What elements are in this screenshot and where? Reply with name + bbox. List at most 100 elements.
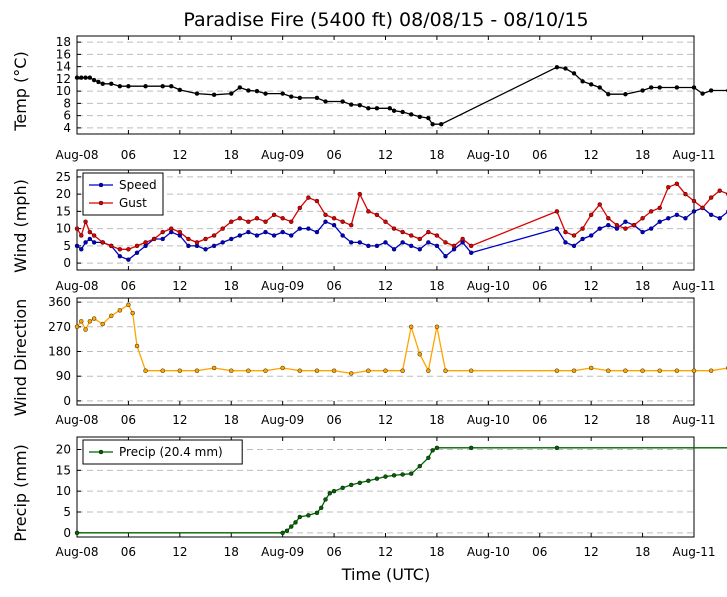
data-point-speed xyxy=(640,229,645,235)
data-point-speed xyxy=(117,254,123,259)
x-tick-label: 12 xyxy=(172,279,187,293)
data-point-precip xyxy=(434,445,440,451)
x-tick-label: 12 xyxy=(378,413,393,427)
data-point-direction xyxy=(674,368,680,373)
data-point-direction xyxy=(443,368,448,373)
x-tick-label: Aug-08 xyxy=(55,279,98,293)
data-point-speed xyxy=(383,240,388,245)
data-point-temp xyxy=(194,91,200,96)
data-point-direction xyxy=(409,324,414,330)
data-point-direction xyxy=(126,302,131,308)
y-tick-label: 90 xyxy=(56,369,71,383)
data-point-direction xyxy=(109,313,114,319)
data-point-temp xyxy=(606,91,611,97)
data-point-precip xyxy=(366,478,371,483)
data-point-gust xyxy=(297,205,303,211)
panel-2: 0 90 180 270 360 Aug-08 06 12 18 Aug-09 06 12 18 Aug-… xyxy=(11,295,727,427)
data-point-speed xyxy=(717,216,722,221)
data-point-precip xyxy=(391,473,397,478)
x-tick-label: 06 xyxy=(532,545,547,559)
x-tick-label: Aug-10 xyxy=(467,413,510,427)
data-point-direction xyxy=(434,324,440,330)
y-tick-label: 10 xyxy=(56,84,71,98)
y-tick-label: 6 xyxy=(63,109,71,123)
data-point-gust xyxy=(588,212,594,218)
data-point-temp xyxy=(160,84,165,89)
data-point-precip xyxy=(331,488,337,494)
data-point-speed xyxy=(434,243,440,249)
data-point-speed xyxy=(211,243,217,249)
data-point-gust xyxy=(280,216,285,221)
data-point-speed xyxy=(254,233,260,238)
data-point-gust xyxy=(349,222,354,228)
x-tick-label: Aug-09 xyxy=(261,279,304,293)
x-tick-label: 06 xyxy=(121,148,136,162)
data-point-speed xyxy=(409,243,414,249)
data-point-gust xyxy=(194,240,200,245)
data-point-temp xyxy=(349,102,354,107)
data-point-precip xyxy=(357,480,362,486)
data-point-gust xyxy=(160,229,165,235)
data-point-temp xyxy=(597,85,602,90)
x-tick-label: Aug-11 xyxy=(672,279,715,293)
data-point-speed xyxy=(400,240,405,245)
data-point-temp xyxy=(554,65,560,70)
x-tick-label: 12 xyxy=(378,148,393,162)
data-point-speed xyxy=(554,226,560,231)
data-point-gust xyxy=(443,240,448,245)
data-point-precip xyxy=(323,497,328,502)
data-point-gust xyxy=(623,226,628,231)
data-point-direction xyxy=(117,308,123,313)
data-point-temp xyxy=(263,91,268,96)
data-point-precip xyxy=(280,530,285,536)
x-axis-title: Time (UTC) xyxy=(341,565,430,584)
data-point-direction xyxy=(143,368,148,373)
data-point-gust xyxy=(323,212,328,218)
data-point-gust xyxy=(708,195,714,200)
data-point-direction xyxy=(100,321,105,327)
data-point-speed xyxy=(331,222,337,228)
y-tick-label: 270 xyxy=(48,320,71,334)
data-point-gust xyxy=(580,226,585,231)
data-point-direction xyxy=(554,368,560,373)
data-point-temp xyxy=(74,75,80,80)
data-point-temp xyxy=(169,84,174,89)
data-point-speed xyxy=(271,233,277,238)
data-point-speed xyxy=(571,243,577,249)
data-point-direction xyxy=(383,368,388,373)
data-point-precip xyxy=(400,472,405,477)
data-point-precip xyxy=(340,485,345,491)
legend xyxy=(82,439,243,465)
data-point-gust xyxy=(674,181,680,186)
data-point-temp xyxy=(126,84,131,89)
x-tick-label: 06 xyxy=(121,545,136,559)
data-point-temp xyxy=(143,84,148,89)
data-point-speed xyxy=(366,243,371,249)
data-point-direction xyxy=(280,365,285,371)
y-tick-label: 20 xyxy=(56,187,71,201)
data-point-direction xyxy=(91,316,97,321)
data-point-direction xyxy=(211,365,217,371)
data-point-speed xyxy=(426,240,431,245)
x-tick-label: 18 xyxy=(224,545,239,559)
data-point-direction xyxy=(571,368,577,373)
legend xyxy=(82,172,164,216)
data-point-precip xyxy=(349,482,354,488)
x-tick-label: 18 xyxy=(224,148,239,162)
data-point-temp xyxy=(387,106,392,111)
data-point-speed xyxy=(126,257,131,262)
data-point-precip xyxy=(297,514,303,520)
data-point-precip xyxy=(74,530,80,536)
data-point-precip xyxy=(293,520,298,525)
data-point-direction xyxy=(130,310,135,316)
x-tick-label: 06 xyxy=(532,148,547,162)
data-point-gust xyxy=(91,233,97,238)
data-point-temp xyxy=(700,91,705,96)
x-tick-label: 18 xyxy=(635,545,650,559)
x-tick-label: Aug-10 xyxy=(467,279,510,293)
data-point-speed xyxy=(623,219,628,224)
data-point-gust xyxy=(357,191,362,197)
data-point-speed xyxy=(349,240,354,245)
data-point-gust xyxy=(246,219,251,224)
data-point-temp xyxy=(439,121,444,127)
